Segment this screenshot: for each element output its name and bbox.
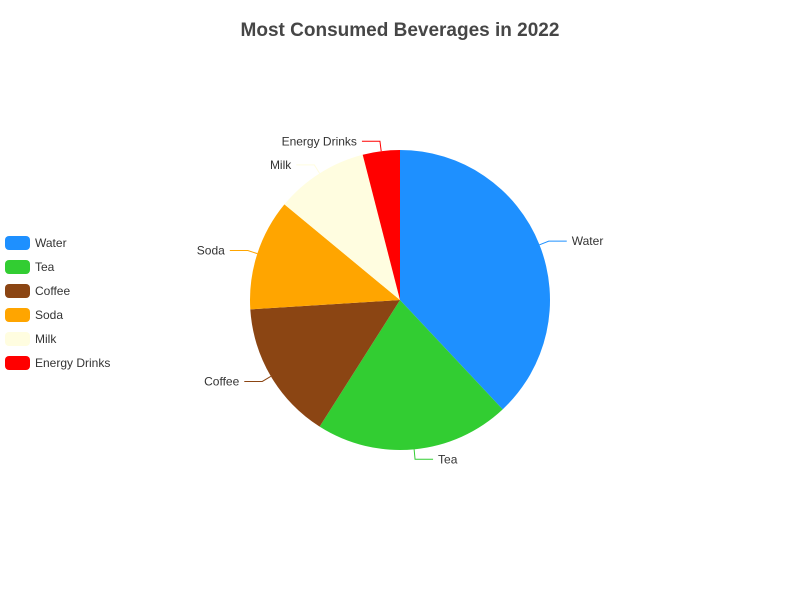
- legend-swatch-energy-drinks: [5, 356, 30, 370]
- pie-slice-water[interactable]: [400, 150, 550, 410]
- legend-label-energy-drinks: Energy Drinks: [35, 356, 111, 370]
- chart-title: Most Consumed Beverages in 2022: [240, 20, 560, 41]
- legend-label-tea: Tea: [35, 260, 55, 274]
- slice-label-soda: Soda: [197, 244, 225, 258]
- pie-slice-tea[interactable]: [319, 300, 503, 451]
- slice-label-tea: Tea: [438, 452, 458, 466]
- legend-swatch-tea: [5, 260, 30, 274]
- leader-line-energy-drinks: [361, 140, 382, 152]
- leader-line-tea: [413, 449, 434, 460]
- slice-label-milk: Milk: [270, 158, 292, 172]
- pie-slice-soda[interactable]: [250, 204, 400, 310]
- legend-item-coffee[interactable]: Coffee: [5, 279, 110, 303]
- legend-swatch-soda: [5, 308, 30, 322]
- leader-line-soda: [229, 250, 258, 255]
- leader-line-coffee: [244, 375, 272, 382]
- pie-slice-energy-drinks[interactable]: [362, 150, 400, 300]
- pie-slice-coffee[interactable]: [250, 300, 400, 427]
- leader-line-water: [539, 240, 567, 246]
- legend-label-water: Water: [35, 236, 67, 250]
- pie-slice-milk[interactable]: [284, 154, 400, 300]
- legend-item-soda[interactable]: Soda: [5, 303, 110, 327]
- legend-swatch-water: [5, 236, 30, 250]
- slice-label-water: Water: [572, 234, 604, 248]
- legend-item-energy-drinks[interactable]: Energy Drinks: [5, 351, 110, 375]
- legend-swatch-coffee: [5, 284, 30, 298]
- legend: Water Tea Coffee Soda Milk Energy Drinks: [5, 231, 110, 375]
- slice-label-energy-drinks: Energy Drinks: [282, 134, 357, 148]
- leader-line-milk: [296, 164, 321, 174]
- legend-swatch-milk: [5, 332, 30, 346]
- legend-item-water[interactable]: Water: [5, 231, 110, 255]
- legend-label-milk: Milk: [35, 332, 57, 346]
- legend-item-milk[interactable]: Milk: [5, 327, 110, 351]
- slice-label-coffee: Coffee: [204, 374, 239, 388]
- legend-label-coffee: Coffee: [35, 284, 71, 298]
- legend-item-tea[interactable]: Tea: [5, 255, 110, 279]
- legend-label-soda: Soda: [35, 308, 64, 322]
